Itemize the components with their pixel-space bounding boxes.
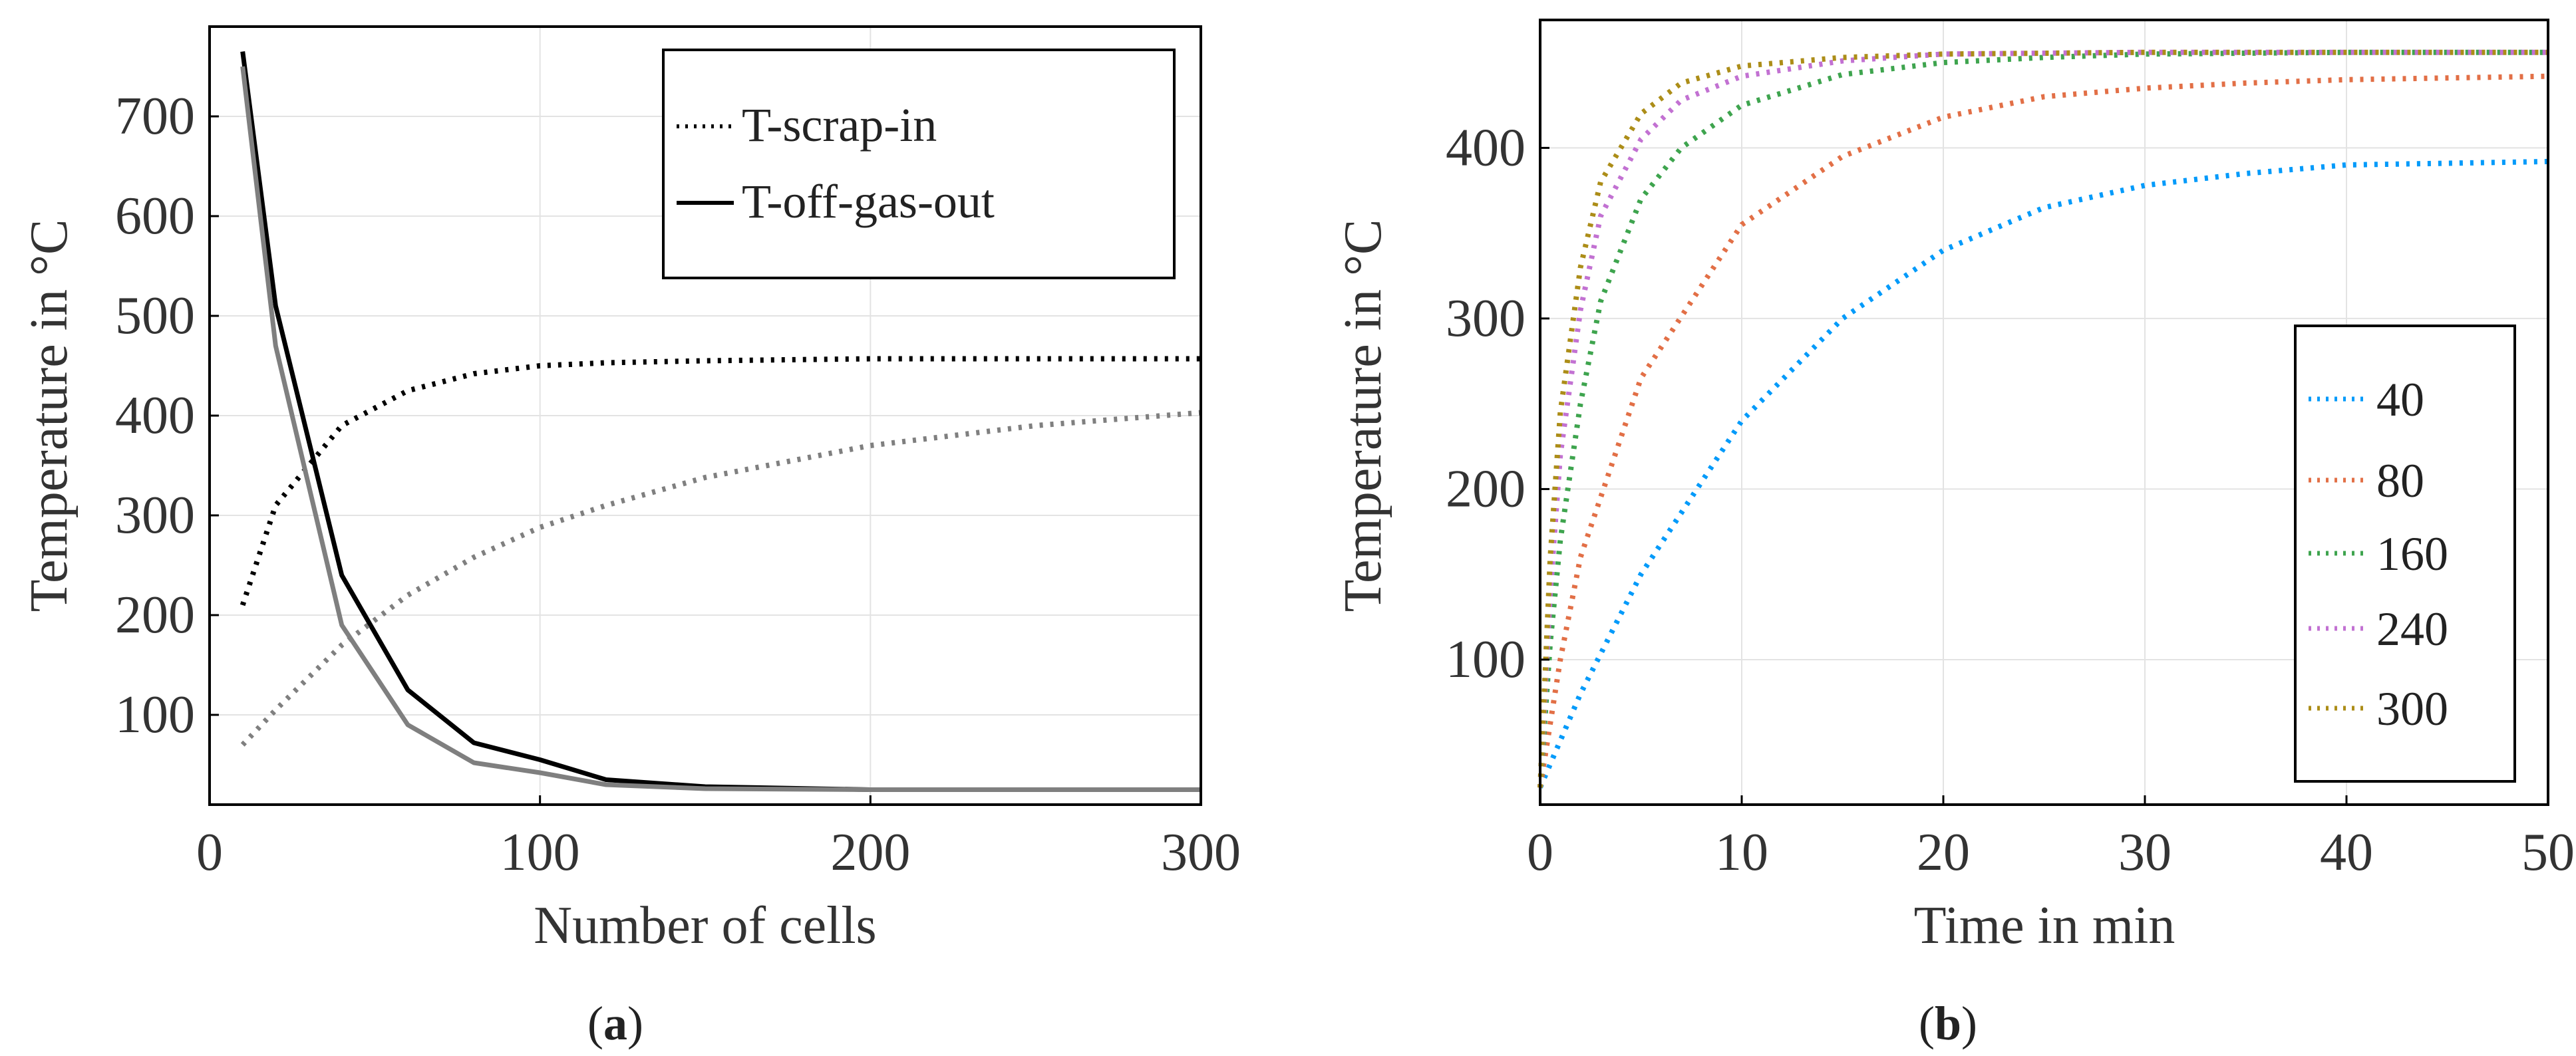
y-tick-label-600: 600 — [115, 187, 195, 245]
y-tick-label-100: 100 — [115, 686, 195, 744]
legend-label-t-off-gas-out: T-off-gas-out — [742, 175, 995, 228]
y-tick-label-200: 200 — [1446, 460, 1526, 518]
series-160-line — [1537, 49, 2548, 788]
legend-label-160: 160 — [2376, 527, 2448, 581]
x-tick-label-40: 40 — [2320, 823, 2373, 882]
panel-b-x-ticks: 0 10 20 30 40 50 — [1527, 795, 2575, 882]
chart-panel-a: 0 100 200 300 100 200 300 400 500 600 700 Number … — [20, 25, 1241, 1050]
panel-a-x-axis-label: Number of cells — [534, 896, 876, 955]
legend-label-240: 240 — [2376, 602, 2448, 656]
x-tick-label-200: 200 — [830, 823, 910, 882]
y-tick-label-400: 400 — [115, 386, 195, 445]
legend-label-300: 300 — [2376, 682, 2448, 735]
y-tick-label-100: 100 — [1446, 630, 1526, 689]
series-t-scrap-in-line — [240, 356, 1201, 606]
series-t-scrap-in-grey-line — [240, 410, 1202, 747]
panel-a-y-ticks: 100 200 300 400 500 600 700 — [115, 87, 219, 744]
panel-b-caption-letter: b — [1935, 997, 1961, 1050]
panel-b-x-axis-label: Time in min — [1914, 896, 2175, 955]
panel-b-y-axis-label: Temperature in °C — [1334, 219, 1392, 612]
panel-a-legend: T-scrap-in T-off-gas-out — [662, 49, 1176, 279]
panel-a-legend-frame — [662, 49, 1176, 279]
panel-b-y-ticks: 100 200 300 400 — [1446, 118, 1549, 689]
panel-a-series — [240, 51, 1202, 792]
chart-panel-b: 0 10 20 30 40 50 100 200 300 400 Time in min Tem… — [1334, 19, 2575, 1050]
y-tick-label-300: 300 — [1446, 289, 1526, 348]
y-tick-label-700: 700 — [115, 87, 195, 146]
x-tick-label-30: 30 — [2118, 823, 2172, 882]
panel-b-caption: (b) — [1919, 997, 1977, 1050]
y-tick-label-400: 400 — [1446, 118, 1526, 177]
series-40-line — [1537, 158, 2549, 789]
series-t-off-gas-out-grey-line — [240, 66, 1201, 792]
panel-b-series — [1537, 49, 2549, 789]
x-tick-label-50: 50 — [2521, 823, 2575, 882]
x-tick-label-0: 0 — [1527, 823, 1553, 882]
legend-label-40: 40 — [2376, 373, 2424, 426]
panel-a-caption-letter: a — [603, 997, 627, 1050]
panel-b-legend: 40 80 160 240 300 — [2294, 325, 2516, 783]
y-tick-label-300: 300 — [115, 486, 195, 545]
x-tick-label-10: 10 — [1715, 823, 1768, 882]
x-tick-label-300: 300 — [1161, 823, 1241, 882]
y-tick-label-500: 500 — [115, 287, 195, 345]
panel-a-caption: (a) — [587, 997, 643, 1050]
x-tick-label-100: 100 — [500, 823, 580, 882]
legend-label-t-scrap-in: T-scrap-in — [742, 98, 937, 152]
panel-a-x-ticks: 0 100 200 300 — [196, 795, 1241, 882]
y-tick-label-200: 200 — [115, 586, 195, 644]
panel-b-legend-frame — [2294, 325, 2516, 783]
legend-label-80: 80 — [2376, 454, 2424, 507]
x-tick-label-0: 0 — [196, 823, 223, 882]
panel-a-y-axis-label: Temperature in °C — [20, 219, 79, 612]
panel-b-plot-frame — [1539, 19, 2549, 806]
x-tick-label-20: 20 — [1917, 823, 1970, 882]
